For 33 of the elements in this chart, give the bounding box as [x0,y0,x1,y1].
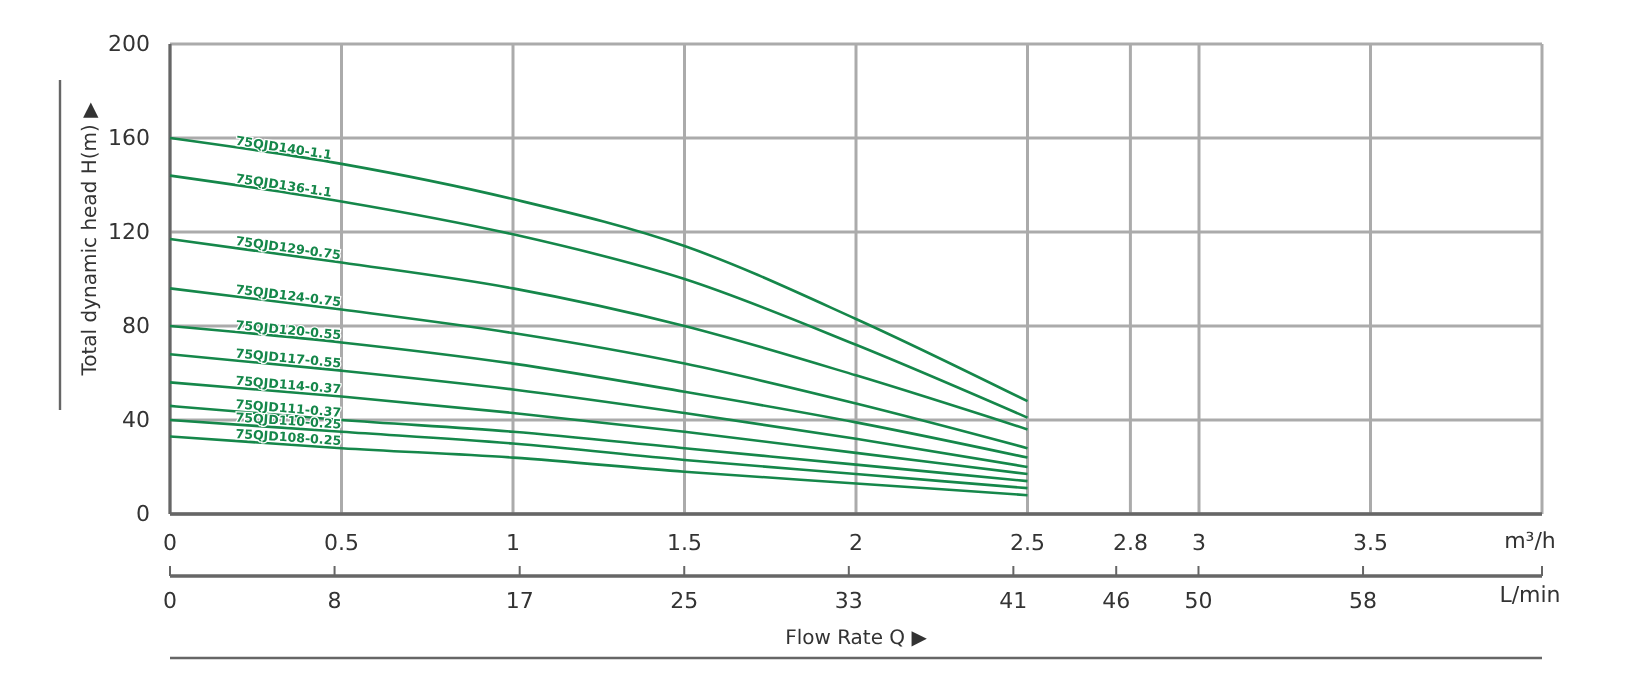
x-tick-label: 3.5 [1353,529,1388,556]
x-tick-label: 2 [849,529,863,556]
y-tick-label: 200 [108,31,150,58]
x-tick-label: 1.5 [667,529,702,556]
x2-axis-title: L/min [1499,582,1561,608]
x2-tick-label: 25 [670,587,699,614]
x-axis-title: m³/h [1504,528,1556,554]
text: Flow Rate Q ▶ [785,628,928,650]
y-axis-title: Total dynamic head H(m) ▶ [80,101,102,378]
x-tick-label: 2.8 [1112,529,1148,556]
x2-tick-label: 0 [163,587,177,614]
x-tick-label: 3 [1192,529,1206,556]
x2-tick-label: 50 [1184,587,1213,614]
line-series [168,136,1029,403]
y-tick-label: 40 [122,407,150,434]
y-tick-label: 120 [108,219,150,246]
x2-tick-label: 33 [834,587,863,614]
x2-tick-label: 17 [505,587,534,614]
x2-tick-label: 8 [327,587,342,614]
x2-tick-label: 46 [1102,587,1131,614]
x-tick-label: 1 [506,529,520,556]
y-tick-label: 0 [136,501,150,528]
x-tick-label: 2.5 [1010,529,1045,556]
line-series [168,324,1029,459]
line-series [168,287,1029,450]
x2-tick-label: 58 [1349,587,1378,614]
x2-tick-label: 41 [999,587,1028,614]
x-tick-label: 0.5 [324,529,359,556]
y-tick-label: 160 [108,125,150,152]
x-tick-label: 0 [163,529,177,556]
line-series [168,237,1029,431]
line-series [168,352,1029,469]
y-tick-label: 80 [122,313,150,340]
